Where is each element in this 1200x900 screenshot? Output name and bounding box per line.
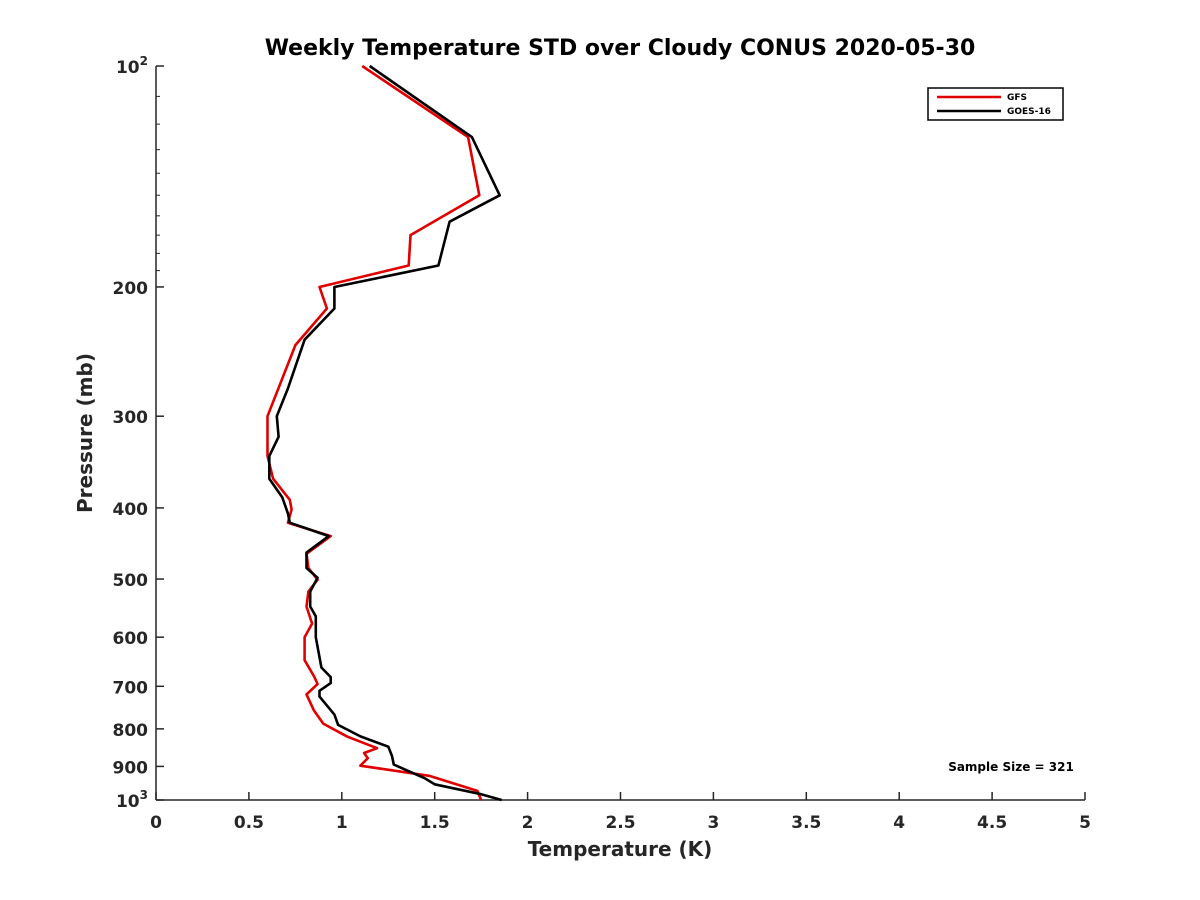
x-tick-label: 3.5 bbox=[791, 813, 821, 833]
series-layer bbox=[266, 64, 502, 802]
y-tick-label: 700 bbox=[113, 678, 149, 698]
x-tick-label: 1 bbox=[336, 813, 348, 833]
y-tick-label: 600 bbox=[113, 629, 149, 649]
y-tick-label: 102 bbox=[116, 54, 148, 78]
x-tick-label: 2 bbox=[522, 813, 534, 833]
y-axis-label: Pressure (mb) bbox=[73, 353, 97, 513]
y-tick-label: 800 bbox=[113, 721, 149, 741]
sample-size-annotation: Sample Size = 321 bbox=[948, 760, 1074, 774]
chart-title: Weekly Temperature STD over Cloudy CONUS… bbox=[265, 36, 976, 61]
x-tick-label: 4.5 bbox=[977, 813, 1007, 833]
x-tick-label: 3 bbox=[707, 813, 719, 833]
y-tick-label: 400 bbox=[113, 500, 149, 520]
x-tick-label: 5 bbox=[1079, 813, 1091, 833]
series-line-goes-16 bbox=[268, 64, 502, 802]
x-tick-label: 4 bbox=[893, 813, 905, 833]
x-tick-label: 0 bbox=[150, 813, 162, 833]
axes: 0 0.5 1 1.5 2 2.5 3 3.5 4 4.5 5 102 200 300 400 500 600 7… bbox=[113, 54, 1091, 833]
y-tick-label: 300 bbox=[113, 408, 149, 428]
x-axis-label: Temperature (K) bbox=[528, 837, 713, 861]
x-tick-label: 1.5 bbox=[420, 813, 450, 833]
legend-box bbox=[927, 87, 1064, 121]
x-tick-label: 2.5 bbox=[605, 813, 635, 833]
legend-label: GOES-16 bbox=[1007, 107, 1051, 117]
y-tick-label: 103 bbox=[116, 788, 148, 812]
legend: GFS GOES-16 bbox=[927, 87, 1064, 121]
y-tick-label: 500 bbox=[113, 571, 149, 591]
y-tick-label: 200 bbox=[113, 279, 149, 299]
legend-label: GFS bbox=[1007, 93, 1027, 103]
y-tick-label: 900 bbox=[113, 758, 149, 778]
x-tick-label: 0.5 bbox=[234, 813, 264, 833]
